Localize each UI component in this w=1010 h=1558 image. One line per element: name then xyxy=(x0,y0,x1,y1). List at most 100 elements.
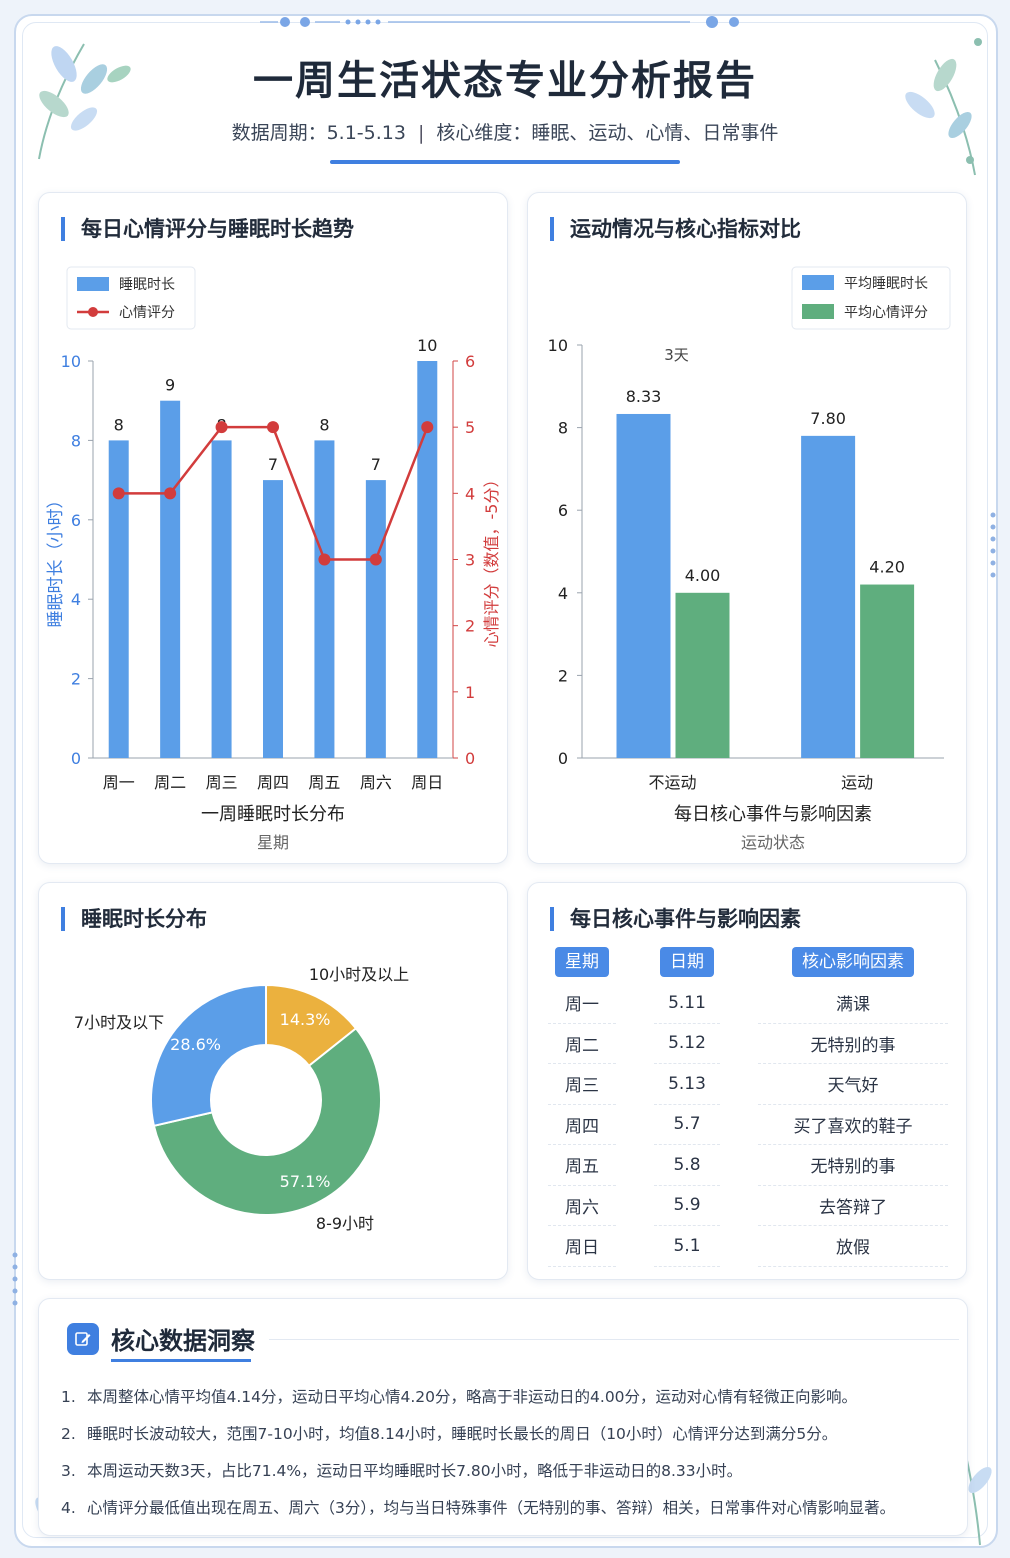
cell-weekday: 周一 xyxy=(548,983,616,1024)
slice-percent-label: 57.1% xyxy=(280,1172,331,1191)
mood-point xyxy=(318,553,331,566)
bar-sleep xyxy=(263,480,283,758)
legend-swatch xyxy=(802,304,834,319)
page-title: 一周生活状态专业分析报告 xyxy=(253,58,757,104)
bar-mood xyxy=(860,584,915,758)
leaf-decoration-top-right xyxy=(905,38,982,176)
y2-tick-label: 3 xyxy=(465,551,475,570)
right-edge-dots xyxy=(990,512,996,578)
bar-value-label: 7 xyxy=(268,455,278,474)
legend-swatch-sleep xyxy=(77,277,109,291)
table-row: 周三 5.13 天气好 xyxy=(548,1064,948,1105)
cell-weekday: 周六 xyxy=(548,1186,616,1226)
cell-factor: 满课 xyxy=(758,983,948,1024)
y2-axis-title: 心情评分（数值，-5分） xyxy=(482,472,501,648)
trend-card: 每日心情评分与睡眠时长趋势 睡眠时长 心情评分 0 2 4 6 8 10 0 1 2 3 4 5 6 睡眠时长… xyxy=(38,192,508,864)
slice-percent-label: 14.3% xyxy=(280,1010,331,1029)
table-row: 周五 5.8 无特别的事 xyxy=(548,1145,948,1186)
x-tick-label: 周四 xyxy=(257,773,289,792)
cell-date: 5.12 xyxy=(654,1024,720,1064)
cell-weekday: 周四 xyxy=(548,1105,616,1145)
trend-card-title: 每日心情评分与睡眠时长趋势 xyxy=(61,217,354,241)
title-underline xyxy=(330,160,680,164)
core-dimensions: 核心维度：睡眠、运动、心情、日常事件 xyxy=(436,122,779,144)
page-subtitle: 数据周期：5.1-5.13 | 核心维度：睡眠、运动、心情、日常事件 xyxy=(0,118,1010,145)
mood-point xyxy=(112,487,125,500)
insights-title: 核心数据洞察 xyxy=(111,1327,255,1355)
x-axis-title: 运动状态 xyxy=(741,833,805,852)
chart-title: 每日核心事件与影响因素 xyxy=(674,804,872,825)
insight-text: 本周整体心情平均值4.14分，运动日平均心情4.20分，略高于非运动日的4.00… xyxy=(87,1388,858,1406)
x-tick-label: 周一 xyxy=(103,773,135,792)
bar-value-label: 8 xyxy=(319,415,329,434)
y-tick-label: 2 xyxy=(558,666,568,685)
cell-date: 5.11 xyxy=(654,983,720,1024)
y-tick-label: 4 xyxy=(558,584,568,603)
left-edge-dots xyxy=(12,1252,18,1306)
x-tick-label: 周五 xyxy=(308,773,340,792)
chart-title: 一周睡眠时长分布 xyxy=(201,804,345,825)
legend-label-mood: 心情评分 xyxy=(119,305,175,321)
cell-date: 5.8 xyxy=(654,1145,720,1186)
y-tick-label: 4 xyxy=(71,590,81,609)
header-weekday: 星期 xyxy=(548,947,616,983)
y2-tick-label: 2 xyxy=(465,617,475,636)
table-row: 周一 5.11 满课 xyxy=(548,983,948,1024)
bar-value-label: 8 xyxy=(114,415,124,434)
y-tick-label: 8 xyxy=(71,431,81,450)
y2-tick-label: 4 xyxy=(465,484,475,503)
insights-title-underline xyxy=(111,1359,251,1362)
bar-sleep xyxy=(417,361,438,758)
cell-factor: 无特别的事 xyxy=(758,1024,948,1064)
slice-percent-label: 28.6% xyxy=(170,1035,221,1054)
y-tick-label: 10 xyxy=(548,336,568,355)
cell-weekday: 周日 xyxy=(548,1226,616,1267)
insight-text: 睡眠时长波动较大，范围7-10小时，均值8.14小时，睡眠时长最长的周日（10小… xyxy=(87,1425,838,1443)
bar-value-label: 8.33 xyxy=(626,387,662,406)
insights-list: 1. 本周整体心情平均值4.14分，运动日平均心情4.20分，略高于非运动日的4.… xyxy=(61,1379,961,1527)
insights-rule xyxy=(269,1339,959,1340)
cell-factor: 买了喜欢的鞋子 xyxy=(758,1105,948,1145)
bar-value-label: 4.20 xyxy=(869,558,905,577)
y2-tick-label: 6 xyxy=(465,352,475,371)
y-axis-title: 睡眠时长（小时） xyxy=(46,492,66,628)
bar-sleep xyxy=(211,440,232,758)
bar-mood xyxy=(675,592,730,758)
slice-category-label: 8-9小时 xyxy=(316,1214,374,1233)
y-tick-label: 6 xyxy=(558,501,568,520)
insights-card: 核心数据洞察 1. 本周整体心情平均值4.14分，运动日平均心情4.20分，略高于… xyxy=(38,1298,968,1536)
sleep-distribution-donut: 14.3% 10小时及以上 57.1% 8-9小时 28.6% 7小时及以下 xyxy=(74,965,409,1233)
insight-text: 本周运动天数3天，占比71.4%，运动日平均睡眠时长7.80小时，略低于非运动日… xyxy=(87,1462,743,1480)
y-tick-label: 8 xyxy=(558,419,568,438)
y2-tick-label: 5 xyxy=(465,418,475,437)
sleep-distribution-card: 睡眠时长分布 14.3% 10小时及以上 57.1% 8-9小时 28.6% 7小时及以下 xyxy=(38,882,508,1280)
cell-factor: 无特别的事 xyxy=(758,1145,948,1186)
slice-category-label: 10小时及以上 xyxy=(309,965,409,984)
header-factor-label: 核心影响因素 xyxy=(792,947,914,977)
data-period: 数据周期：5.1-5.13 xyxy=(231,122,406,144)
legend-swatch xyxy=(802,275,834,290)
events-card-title: 每日核心事件与影响因素 xyxy=(550,907,801,931)
x-tick-label: 周六 xyxy=(360,773,392,792)
x-tick-label: 周二 xyxy=(154,773,186,792)
bar-value-label: 10 xyxy=(417,336,437,355)
mood-point xyxy=(369,553,382,566)
exercise-card-title: 运动情况与核心指标对比 xyxy=(550,217,801,241)
header-date: 日期 xyxy=(654,947,720,983)
cell-date: 5.13 xyxy=(654,1064,720,1105)
donut-slice xyxy=(150,983,267,1127)
bar-sleep xyxy=(616,413,671,758)
insight-item: 4. 心情评分最低值出现在周五、周六（3分），均与当日特殊事件（无特别的事、答辩）… xyxy=(61,1499,896,1517)
cell-weekday: 周二 xyxy=(548,1024,616,1064)
bar-value-label: 9 xyxy=(165,376,175,395)
cell-weekday: 周三 xyxy=(548,1064,616,1105)
bar-sleep xyxy=(365,480,386,758)
table-row: 周四 5.7 买了喜欢的鞋子 xyxy=(548,1105,948,1145)
insight-item: 2. 睡眠时长波动较大，范围7-10小时，均值8.14小时，睡眠时长最长的周日（1… xyxy=(61,1425,838,1443)
events-table: 星期 日期 核心影响因素 周一 5.11 满课 周二 5.12 无特别的事 周三 5.13… xyxy=(548,947,948,1267)
mood-point xyxy=(215,421,228,434)
x-tick-label: 周三 xyxy=(206,773,238,792)
exercise-card: 运动情况与核心指标对比 平均睡眠时长 平均心情评分 0 2 4 6 8 10 8.33 4.00 不… xyxy=(527,192,967,864)
legend-label: 平均心情评分 xyxy=(844,305,928,321)
